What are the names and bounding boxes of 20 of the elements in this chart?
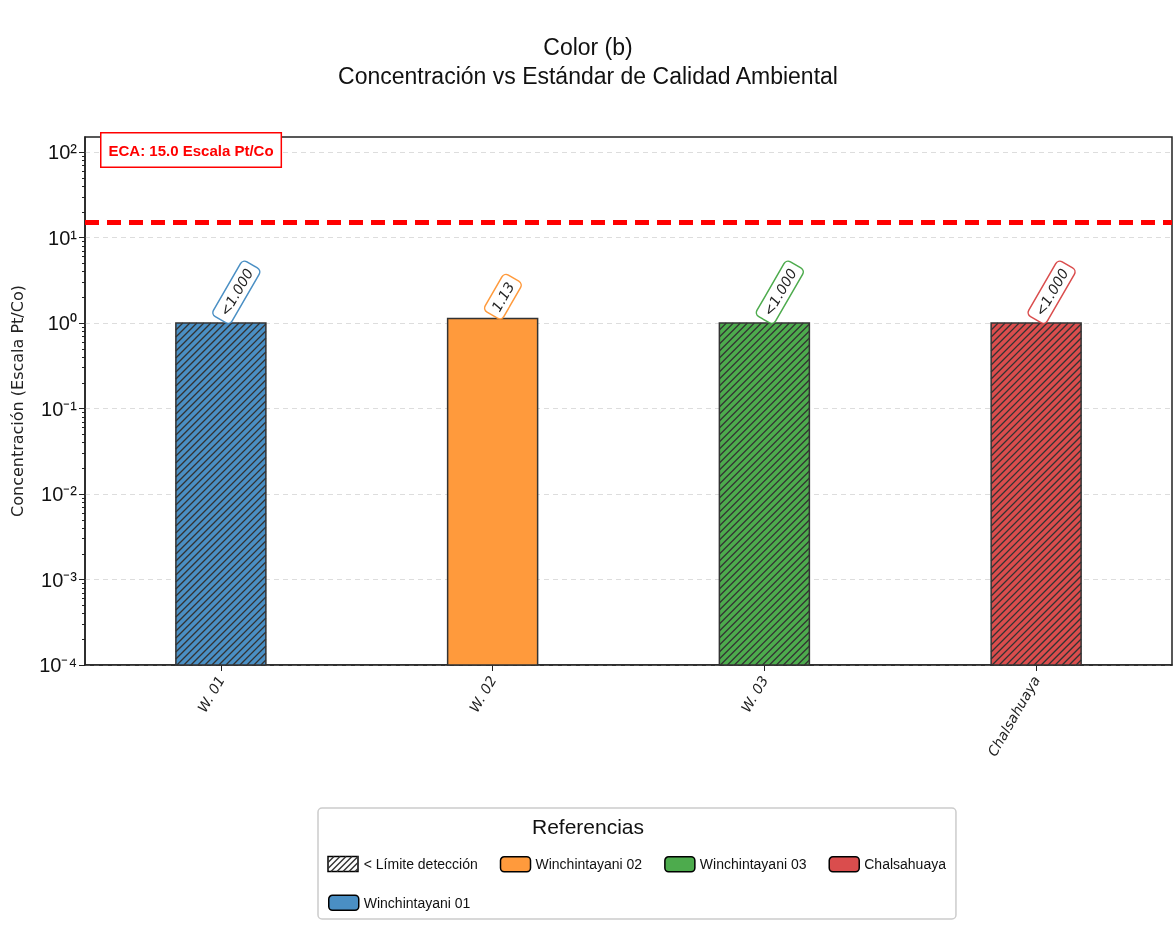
x-tick-label: W. 02 bbox=[466, 672, 500, 716]
x-tick-label: W. 01 bbox=[194, 673, 228, 716]
legend-title: Referencias bbox=[531, 815, 645, 838]
chart-subtitle: Concentración vs Estándar de Calidad Ambiental bbox=[338, 62, 838, 89]
ref-line-label: ECA: 15.0 Escala Pt/Co bbox=[108, 141, 274, 159]
legend-label: Chalsahuaya bbox=[864, 856, 947, 873]
y-tick-label: 10² bbox=[48, 141, 78, 164]
chart-title: Color (b) bbox=[543, 33, 633, 60]
y-tick-label: 10⁰ bbox=[47, 312, 77, 335]
y-axis-title: Concentración (Escala Pt/Co) bbox=[7, 285, 27, 517]
legend-label: < Límite detección bbox=[363, 856, 478, 873]
y-tick-label: 10⁻³ bbox=[41, 568, 78, 591]
y-tick-label: 10⁻¹ bbox=[41, 397, 78, 420]
y-tick-label: 10¹ bbox=[48, 226, 78, 249]
legend-label: Winchintayani 02 bbox=[535, 856, 643, 873]
legend-label: Winchintayani 01 bbox=[363, 894, 471, 911]
x-tick-label: W. 03 bbox=[737, 673, 772, 716]
y-tick-label: 10⁻⁴ bbox=[39, 654, 77, 676]
legend-label: Winchintayani 03 bbox=[699, 856, 807, 873]
y-tick-label: 10⁻² bbox=[41, 483, 78, 506]
